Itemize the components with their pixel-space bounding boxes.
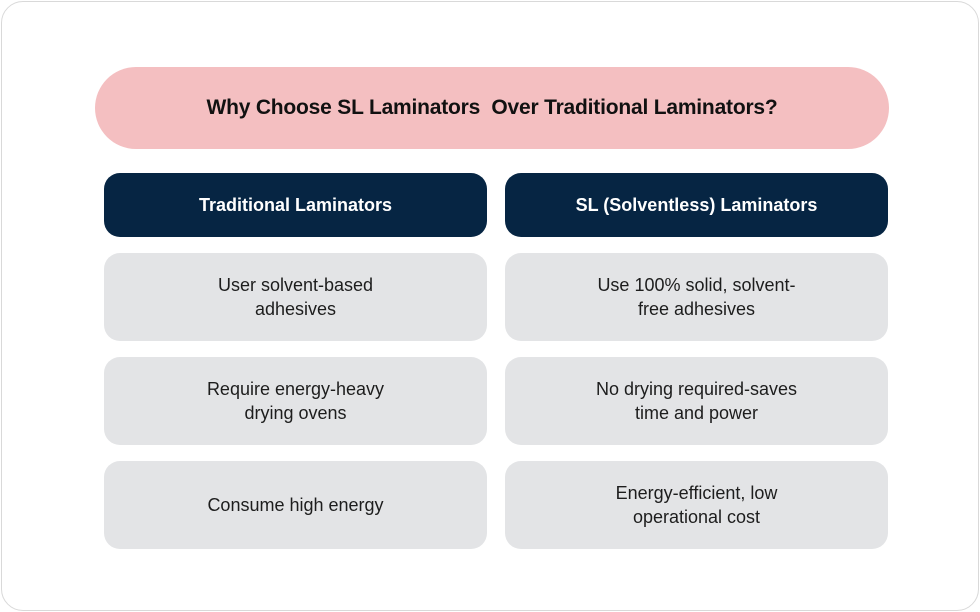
comparison-cell-solventless-2: No drying required-saves time and power (505, 357, 888, 445)
column-header-traditional: Traditional Laminators (104, 173, 487, 237)
cell-line: Use 100% solid, solvent- (597, 275, 796, 295)
cell-line: drying ovens (244, 403, 347, 423)
comparison-cell-solventless-1: Use 100% solid, solvent- free adhesives (505, 253, 888, 341)
cell-line: time and power (634, 403, 759, 423)
cell-line: free adhesives (637, 299, 756, 319)
cell-line: Require energy-heavy (206, 379, 385, 399)
comparison-cell-traditional-1: User solvent-based adhesives (104, 253, 487, 341)
cell-line: Energy-efficient, low (615, 483, 778, 503)
comparison-cell-traditional-3: Consume high energy (104, 461, 487, 549)
cell-line: Consume high energy (207, 495, 384, 515)
column-header-label: SL (Solventless) Laminators (575, 194, 818, 215)
comparison-cell-traditional-2: Require energy-heavy drying ovens (104, 357, 487, 445)
column-header-solventless: SL (Solventless) Laminators (505, 173, 888, 237)
cell-line: User solvent-based (217, 275, 374, 295)
title-banner: Why Choose SL Laminators Over Traditiona… (95, 67, 889, 149)
column-header-label: Traditional Laminators (198, 194, 393, 215)
cell-line: adhesives (254, 299, 337, 319)
page-title: Why Choose SL Laminators Over Traditiona… (206, 96, 778, 119)
cell-line: operational cost (632, 507, 761, 527)
comparison-cell-solventless-3: Energy-efficient, low operational cost (505, 461, 888, 549)
cell-line: No drying required-saves (595, 379, 798, 399)
